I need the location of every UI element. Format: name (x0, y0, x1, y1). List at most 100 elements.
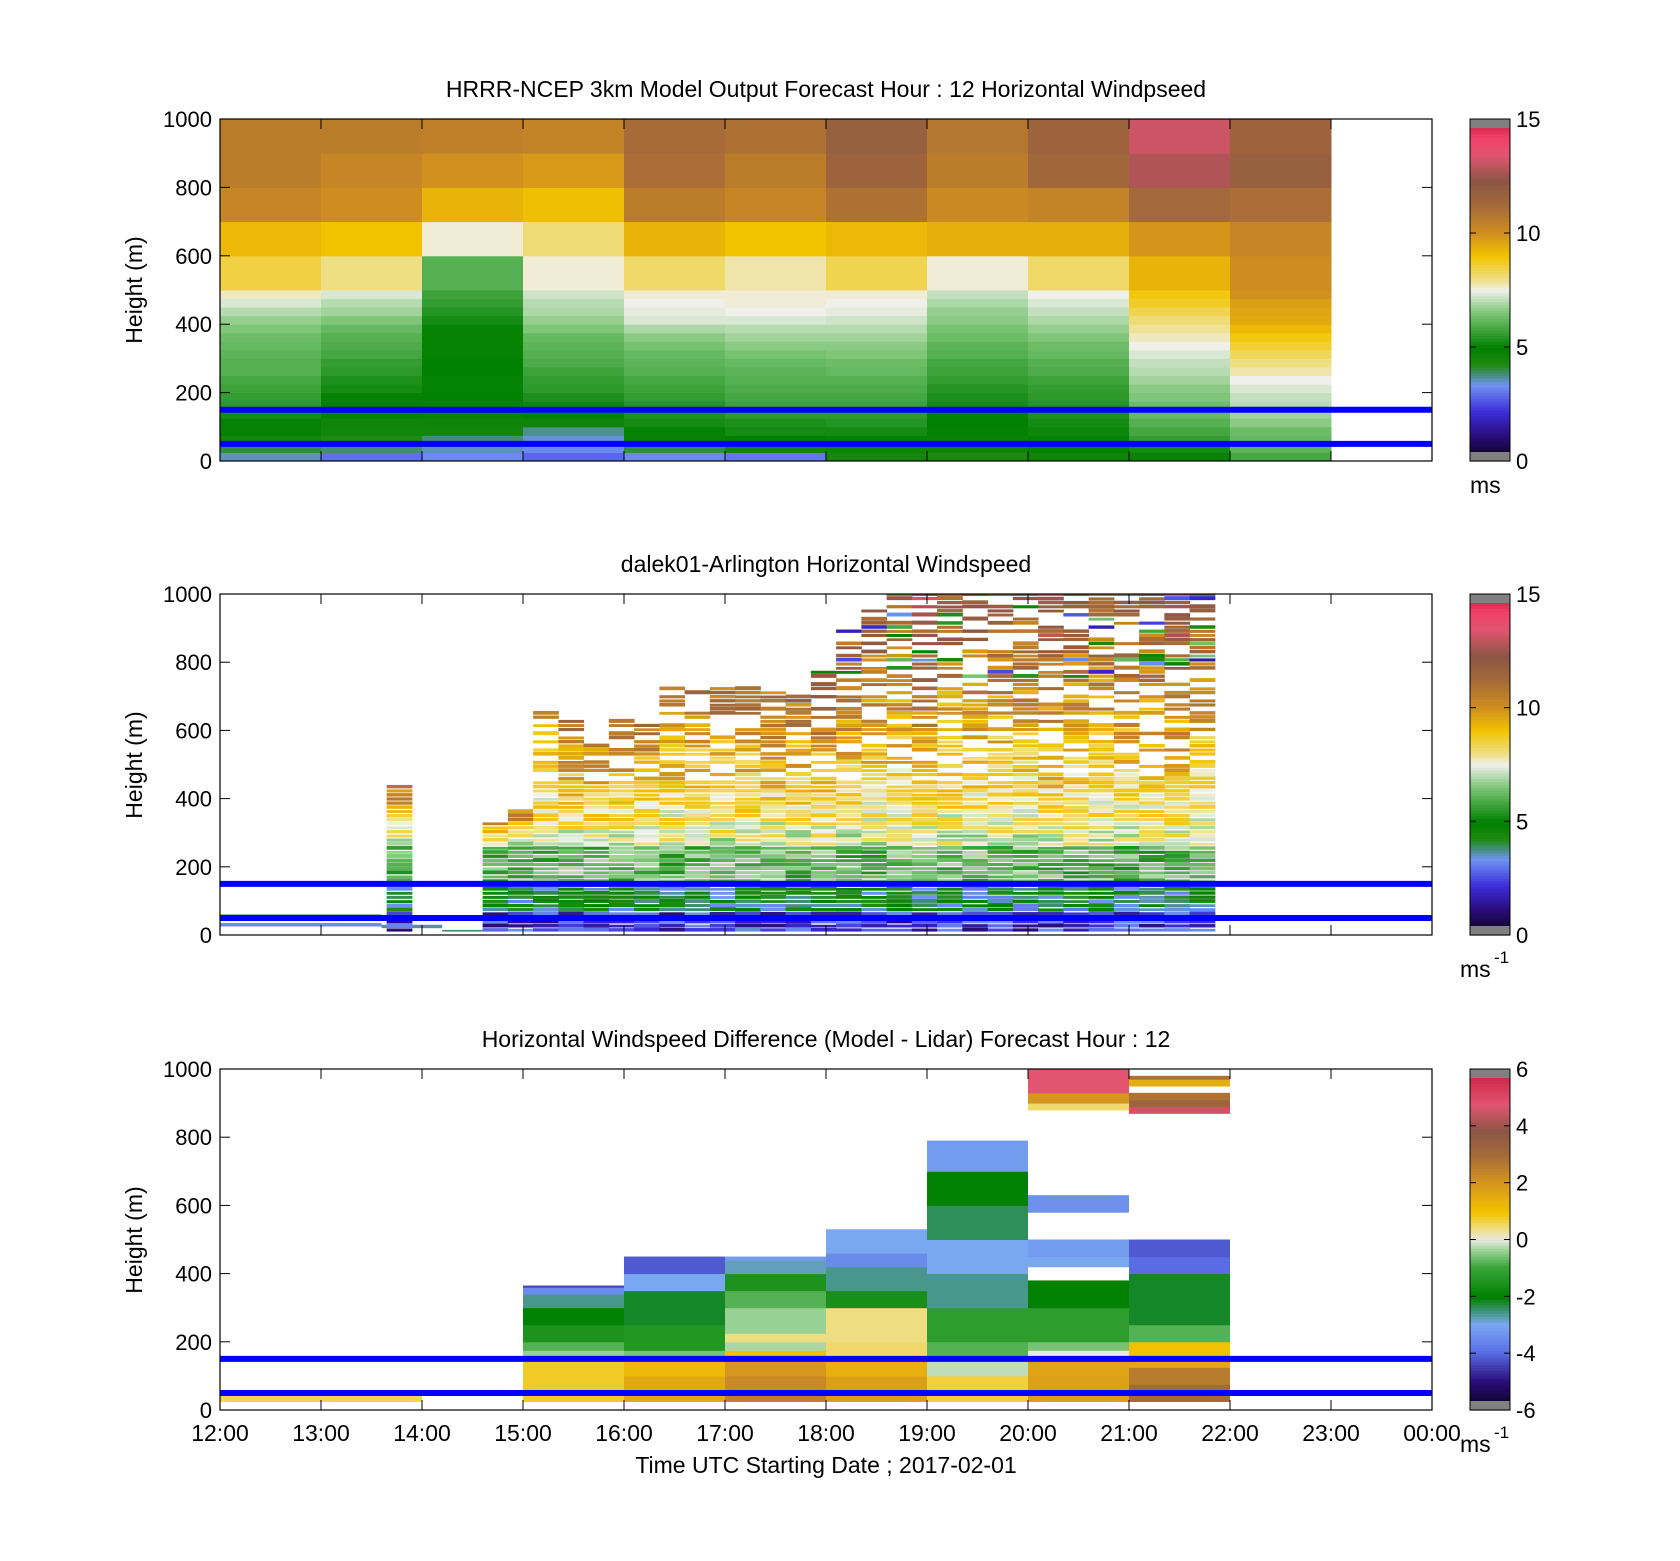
colorbar-swatch (1470, 679, 1510, 683)
heatmap-cell (659, 772, 686, 777)
heatmap-cell (624, 1324, 725, 1351)
heatmap-cell (836, 908, 862, 912)
heatmap-cell (684, 789, 711, 793)
heatmap-cell (1164, 707, 1191, 711)
heatmap-cell (826, 341, 928, 351)
heatmap-cell (634, 907, 660, 912)
heatmap-cell (533, 886, 559, 891)
heatmap-cell (1063, 919, 1090, 924)
heatmap-cell (886, 780, 913, 785)
heatmap-cell (482, 923, 509, 928)
panel-model: HRRR-NCEP 3km Model Output Forecast Hour… (121, 76, 1540, 498)
heatmap-cell (1028, 366, 1130, 376)
heatmap-cell (861, 817, 888, 822)
heatmap-cell (735, 850, 761, 854)
heatmap-cell (659, 817, 686, 822)
heatmap-cell (1063, 748, 1090, 752)
heatmap-cell (937, 805, 963, 809)
heatmap-cell (608, 863, 635, 867)
heatmap-cell (1164, 613, 1191, 617)
colorbar-swatch (1470, 650, 1510, 655)
colorbar-swatch (1470, 181, 1510, 186)
colorbar-swatch (1470, 235, 1510, 240)
heatmap-cell (810, 837, 837, 842)
heatmap-cell (927, 426, 1029, 436)
heatmap-cell (836, 838, 862, 842)
heatmap-cell (1129, 324, 1231, 334)
heatmap-cell (321, 366, 423, 376)
heatmap-cell (735, 747, 761, 752)
heatmap-cell (962, 727, 989, 732)
colorbar-swatch (1470, 446, 1510, 451)
heatmap-cell (1012, 792, 1039, 797)
heatmap-cell (533, 748, 559, 752)
heatmap-cell (422, 366, 524, 376)
heatmap-cell (760, 874, 787, 879)
heatmap-cell (533, 911, 559, 916)
heatmap-cell (684, 752, 711, 756)
heatmap-cell (1139, 863, 1165, 867)
heatmap-cell (785, 846, 812, 850)
heatmap-cell (1129, 375, 1231, 385)
heatmap-cell (1063, 604, 1090, 609)
heatmap-cell (1012, 919, 1039, 924)
y-tick-label: 200 (175, 855, 212, 880)
heatmap-cell (386, 878, 413, 883)
heatmap-cell (1063, 600, 1090, 605)
heatmap-cell (624, 358, 726, 368)
heatmap-cell (1028, 1103, 1129, 1111)
heatmap-cell (785, 694, 812, 699)
heatmap-cell (886, 596, 913, 601)
heatmap-cell (826, 153, 928, 188)
heatmap-cell (1189, 718, 1216, 723)
colorbar-swatch (1470, 1378, 1510, 1383)
heatmap-cell (911, 739, 938, 744)
heatmap-cell (1063, 678, 1090, 682)
heatmap-cell (709, 903, 736, 908)
heatmap-cell (523, 1324, 624, 1343)
heatmap-cell (725, 1290, 826, 1309)
heatmap-cell (810, 846, 837, 850)
heatmap-cell (1088, 924, 1115, 928)
colorbar-swatch (1470, 1304, 1510, 1309)
heatmap-cell (962, 834, 989, 838)
heatmap-cell (558, 866, 585, 871)
heatmap-cell (634, 780, 660, 785)
heatmap-cell (937, 858, 963, 863)
heatmap-cell (533, 825, 559, 830)
heatmap-cell (1230, 426, 1332, 436)
heatmap-cell (422, 332, 524, 342)
heatmap-cell (422, 375, 524, 385)
heatmap-cell (1113, 837, 1140, 842)
colorbar-swatch (1470, 1350, 1510, 1354)
heatmap-cell (482, 875, 509, 879)
colorbar-swatch (1470, 872, 1510, 876)
heatmap-cell (836, 809, 862, 813)
heatmap-cell (422, 409, 524, 419)
colorbar-end-cap (1470, 119, 1510, 128)
colorbar-swatch (1470, 198, 1510, 203)
colorbar-swatch (1470, 275, 1510, 280)
heatmap-cell (962, 805, 989, 809)
heatmap-cell (1028, 426, 1130, 436)
heatmap-cell (386, 866, 413, 871)
heatmap-cell (861, 903, 888, 908)
heatmap-cell (709, 690, 736, 695)
heatmap-cell (937, 625, 963, 629)
heatmap-cell (1012, 789, 1039, 793)
heatmap-cell (1139, 912, 1165, 916)
heatmap-cell (220, 375, 322, 385)
heatmap-cell (1028, 1195, 1129, 1213)
heatmap-cell (608, 907, 635, 912)
heatmap-cell (735, 781, 761, 785)
heatmap-cell (533, 895, 559, 899)
heatmap-cell (1088, 788, 1115, 793)
heatmap-cell (624, 1350, 725, 1360)
heatmap-cell (826, 358, 928, 368)
heatmap-cell (1113, 612, 1140, 617)
colorbar-swatch (1470, 401, 1510, 405)
colorbar-swatch (1470, 710, 1510, 714)
heatmap-cell (558, 846, 585, 850)
heatmap-cell (1129, 1079, 1230, 1087)
heatmap-cell (911, 711, 938, 715)
